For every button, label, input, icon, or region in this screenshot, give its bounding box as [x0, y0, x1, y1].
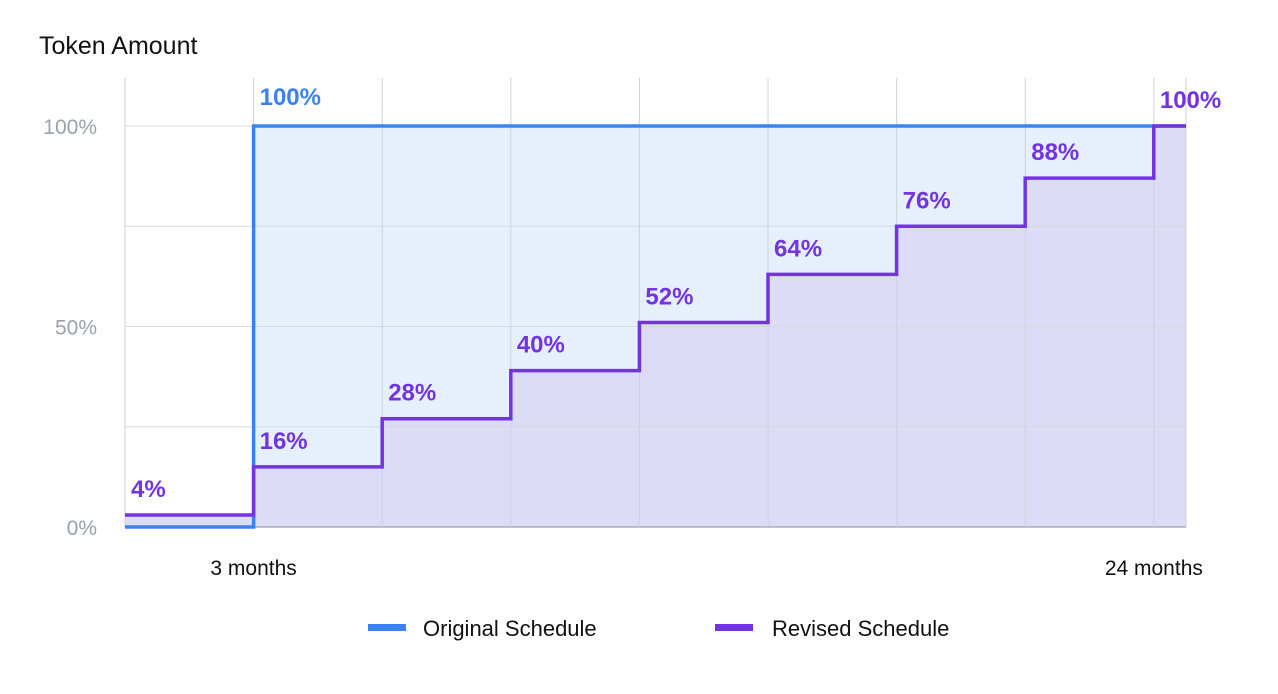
- legend-swatch: [715, 624, 753, 631]
- data-label: 4%: [131, 476, 166, 503]
- y-tick-label: 100%: [43, 116, 97, 139]
- y-axis-title: Token Amount: [39, 32, 197, 60]
- x-tick-label: 3 months: [210, 557, 296, 580]
- data-label: 16%: [260, 428, 308, 455]
- y-tick-label: 0%: [67, 517, 97, 540]
- data-label: 100%: [260, 84, 321, 111]
- data-label: 64%: [774, 235, 822, 262]
- series-lines: [125, 124, 1186, 529]
- series-line-1: [125, 124, 1186, 517]
- data-label: 40%: [517, 332, 565, 359]
- grid: [124, 78, 1187, 528]
- x-tick-label: 24 months: [1105, 557, 1203, 580]
- data-label: 28%: [388, 380, 436, 407]
- data-label: 76%: [903, 187, 951, 214]
- legend-swatch: [368, 624, 406, 631]
- legend: Original Schedule Revised Schedule: [368, 616, 949, 641]
- data-label: 52%: [645, 283, 693, 310]
- axes: Token Amount 0% 50% 100% 3 months 24 months: [39, 32, 1203, 580]
- legend-label: Original Schedule: [423, 616, 597, 641]
- data-labels: 100% 4% 16% 28% 40% 52% 64% 76% 88% 100%: [131, 84, 1221, 503]
- y-tick-label: 50%: [55, 317, 97, 340]
- data-label: 100%: [1160, 87, 1221, 114]
- data-label: 88%: [1031, 139, 1079, 166]
- series-line-0: [125, 124, 1186, 529]
- legend-label: Revised Schedule: [772, 616, 949, 641]
